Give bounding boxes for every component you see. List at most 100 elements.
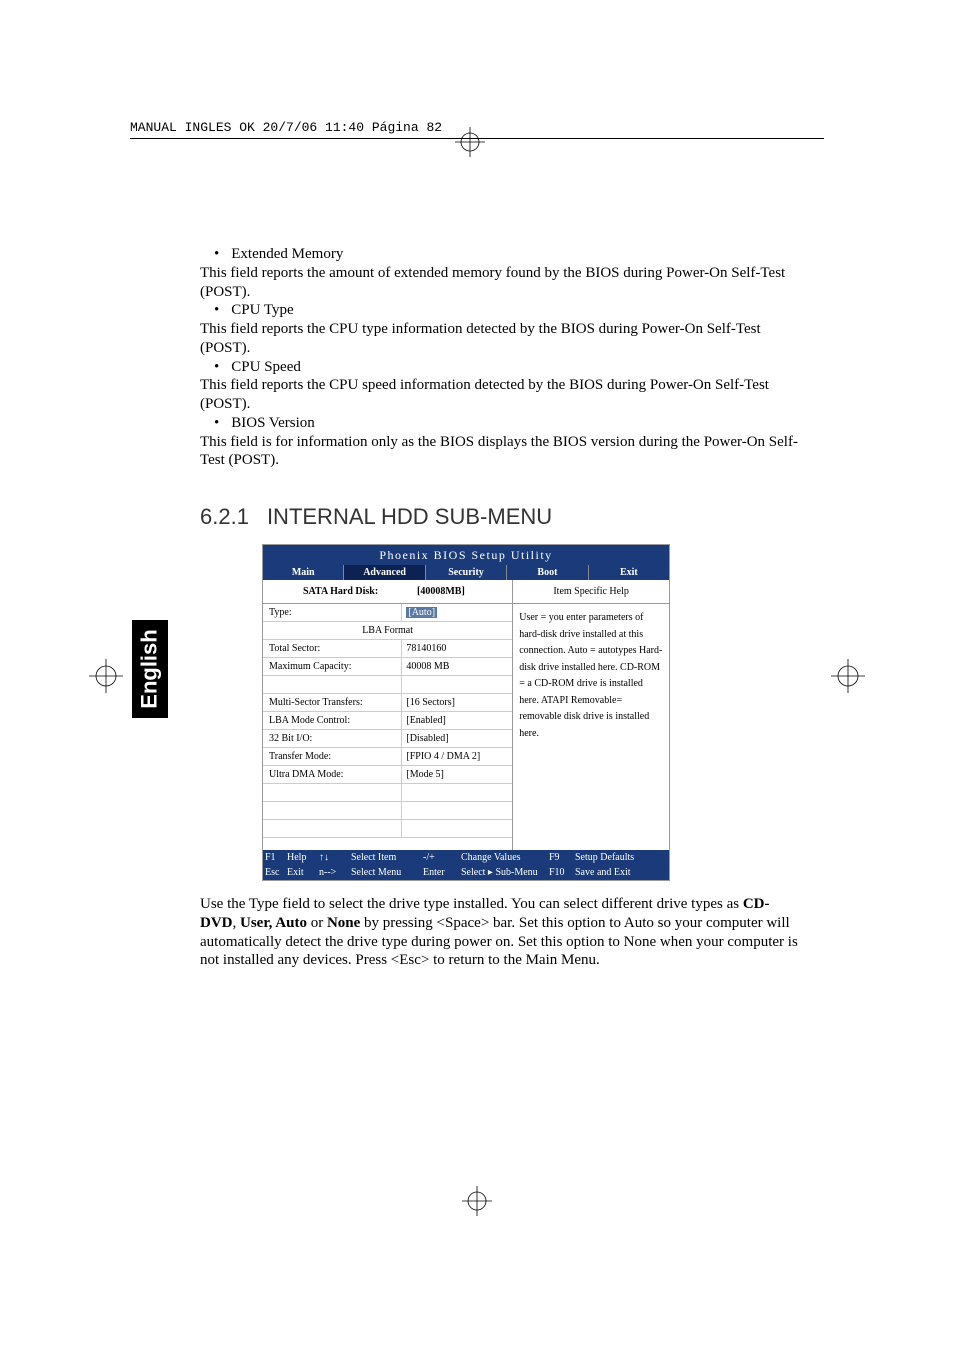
bios-footer-cell: Help bbox=[285, 850, 317, 865]
bullet-description: This field is for information only as th… bbox=[200, 433, 800, 471]
bios-setting-label: Total Sector: bbox=[263, 643, 401, 654]
bios-setting-value[interactable]: 40008 MB bbox=[401, 658, 512, 675]
bios-setting-label: 32 Bit I/O: bbox=[263, 733, 401, 744]
bios-footer-cell: F10 bbox=[547, 865, 573, 880]
bios-tabs: MainAdvancedSecurityBootExit bbox=[263, 565, 669, 580]
bios-setting-row: Total Sector:78140160 bbox=[263, 640, 512, 658]
bios-footer-cell: -/+ bbox=[421, 850, 459, 865]
bios-sub-header: SATA Hard Disk: [40008MB] bbox=[263, 580, 512, 604]
bullet-dot: • bbox=[214, 414, 219, 433]
post-text-2: , bbox=[233, 915, 241, 931]
bios-setting-value[interactable]: [Mode 5] bbox=[401, 766, 512, 783]
bullet-label: CPU Type bbox=[231, 301, 293, 320]
bios-footer-cell: Select ▸ Sub-Menu bbox=[459, 865, 547, 880]
bios-setting-row bbox=[263, 784, 512, 802]
section-heading: 6.2.1 INTERNAL HDD SUB-MENU bbox=[200, 504, 800, 530]
bios-setting-label: LBA Mode Control: bbox=[263, 715, 401, 726]
section-number: 6.2.1 bbox=[200, 504, 249, 530]
bios-footer-cell: F9 bbox=[547, 850, 573, 865]
register-mark-top bbox=[455, 127, 485, 157]
bios-setting-value bbox=[401, 676, 512, 693]
bullet-line: • BIOS Version bbox=[200, 414, 800, 433]
bios-right-panel: Item Specific Help User = you enter para… bbox=[513, 580, 669, 850]
bios-setting-row: Ultra DMA Mode:[Mode 5] bbox=[263, 766, 512, 784]
bullet-line: • Extended Memory bbox=[200, 245, 800, 264]
bios-footer-cell: Select Menu bbox=[349, 865, 421, 880]
post-text-1: Use the Type field to select the drive t… bbox=[200, 896, 743, 912]
bios-setting-value bbox=[401, 802, 512, 819]
bios-footer-cell: n--> bbox=[317, 865, 349, 880]
bios-setting-value bbox=[401, 784, 512, 801]
bios-setting-row: Maximum Capacity:40008 MB bbox=[263, 658, 512, 676]
bios-setting-label: Multi-Sector Transfers: bbox=[263, 697, 401, 708]
bios-setting-value[interactable]: [Enabled] bbox=[401, 712, 512, 729]
bios-setting-label: Transfer Mode: bbox=[263, 751, 401, 762]
bios-tab[interactable]: Exit bbox=[589, 565, 669, 580]
bios-help-text: User = you enter parameters of hard-disk… bbox=[513, 604, 669, 850]
bios-footer: F1Help↑↓Select Item-/+Change ValuesF9Set… bbox=[263, 850, 669, 880]
language-tab-text: English bbox=[137, 629, 163, 708]
bios-screenshot: Phoenix BIOS Setup Utility MainAdvancedS… bbox=[262, 544, 670, 881]
bullet-description: This field reports the CPU speed informa… bbox=[200, 376, 800, 414]
bullet-dot: • bbox=[214, 301, 219, 320]
bios-tab[interactable]: Advanced bbox=[344, 565, 425, 580]
bios-help-header: Item Specific Help bbox=[513, 580, 669, 604]
bullet-description: This field reports the amount of extende… bbox=[200, 264, 800, 302]
bios-setting-row bbox=[263, 820, 512, 838]
post-bold-2: User, Auto bbox=[240, 915, 307, 931]
bios-setting-value bbox=[401, 820, 512, 837]
bios-setting-row: LBA Format bbox=[263, 622, 512, 640]
bios-setting-row: Type:[Auto] bbox=[263, 604, 512, 622]
bios-setting-value[interactable]: [16 Sectors] bbox=[401, 694, 512, 711]
bios-setting-row bbox=[263, 802, 512, 820]
register-mark-left bbox=[86, 656, 126, 696]
section-title: INTERNAL HDD SUB-MENU bbox=[267, 504, 552, 530]
bios-setting-row: LBA Mode Control:[Enabled] bbox=[263, 712, 512, 730]
bios-tab[interactable]: Boot bbox=[507, 565, 588, 580]
bios-footer-cell: Esc bbox=[263, 865, 285, 880]
bios-footer-cell: Save and Exit bbox=[573, 865, 669, 880]
bios-setting-row: Transfer Mode:[FPIO 4 / DMA 2] bbox=[263, 748, 512, 766]
bios-setting-label: Maximum Capacity: bbox=[263, 661, 401, 672]
language-tab: English bbox=[132, 620, 168, 718]
register-mark-right bbox=[828, 656, 868, 696]
bios-sub-label: SATA Hard Disk: bbox=[267, 586, 417, 597]
bios-tab[interactable]: Main bbox=[263, 565, 344, 580]
bullet-label: Extended Memory bbox=[231, 245, 343, 264]
content-area: • Extended MemoryThis field reports the a… bbox=[200, 245, 800, 970]
register-mark-bottom bbox=[462, 1186, 492, 1216]
intro-block: • Extended MemoryThis field reports the a… bbox=[200, 245, 800, 470]
post-bios-paragraph: Use the Type field to select the drive t… bbox=[200, 895, 800, 970]
bios-sub-value: [40008MB] bbox=[417, 586, 508, 597]
bios-setting-value[interactable]: 78140160 bbox=[401, 640, 512, 657]
bullet-label: CPU Speed bbox=[231, 358, 301, 377]
bios-setting-value[interactable]: [Auto] bbox=[401, 604, 512, 621]
bios-title: Phoenix BIOS Setup Utility bbox=[263, 545, 669, 565]
bios-setting-row: Multi-Sector Transfers:[16 Sectors] bbox=[263, 694, 512, 712]
bios-footer-cell: Select Item bbox=[349, 850, 421, 865]
bios-footer-cell: ↑↓ bbox=[317, 850, 349, 865]
bios-footer-cell: Change Values bbox=[459, 850, 547, 865]
bullet-dot: • bbox=[214, 358, 219, 377]
bullet-line: • CPU Speed bbox=[200, 358, 800, 377]
bullet-label: BIOS Version bbox=[231, 414, 314, 433]
bios-left-panel: SATA Hard Disk: [40008MB] Type:[Auto]LBA… bbox=[263, 580, 513, 850]
bullet-line: • CPU Type bbox=[200, 301, 800, 320]
bios-setting-value[interactable]: [Disabled] bbox=[401, 730, 512, 747]
bios-footer-cell: Exit bbox=[285, 865, 317, 880]
post-bold-3: None bbox=[327, 915, 360, 931]
header-text: MANUAL INGLES OK 20/7/06 11:40 Página 82 bbox=[130, 120, 442, 137]
bios-body: SATA Hard Disk: [40008MB] Type:[Auto]LBA… bbox=[263, 580, 669, 850]
bullet-description: This field reports the CPU type informat… bbox=[200, 320, 800, 358]
bios-footer-cell: F1 bbox=[263, 850, 285, 865]
post-text-3: or bbox=[307, 915, 327, 931]
bios-footer-cell: Setup Defaults bbox=[573, 850, 669, 865]
bios-footer-cell: Enter bbox=[421, 865, 459, 880]
bios-setting-row bbox=[263, 676, 512, 694]
bios-setting-label: Ultra DMA Mode: bbox=[263, 769, 401, 780]
bios-setting-value[interactable]: [FPIO 4 / DMA 2] bbox=[401, 748, 512, 765]
bios-setting-label: Type: bbox=[263, 607, 401, 618]
bullet-dot: • bbox=[214, 245, 219, 264]
bios-setting-row: 32 Bit I/O:[Disabled] bbox=[263, 730, 512, 748]
bios-tab[interactable]: Security bbox=[426, 565, 507, 580]
